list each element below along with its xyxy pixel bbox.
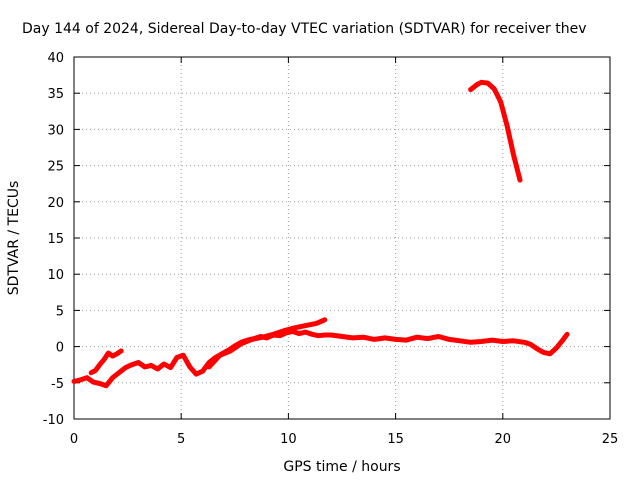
y-tick-label-20: 20 bbox=[47, 196, 64, 211]
x-axis-ticks: 0 5 10 15 20 25 bbox=[70, 57, 618, 447]
x-tick-label-20: 20 bbox=[495, 432, 512, 447]
y-tick-label-15: 15 bbox=[47, 232, 64, 247]
y-tick-label-40: 40 bbox=[47, 51, 64, 66]
x-tick-label-25: 25 bbox=[602, 432, 619, 447]
y-tick-label-10: 10 bbox=[47, 268, 64, 283]
series-line-1 bbox=[71, 328, 570, 389]
y-tick-label-35: 35 bbox=[47, 87, 64, 102]
y-tick-label--5: -5 bbox=[51, 377, 64, 392]
x-tick-label-15: 15 bbox=[387, 432, 404, 447]
y-axis-label: SDTVAR / TECUs bbox=[6, 181, 22, 296]
x-tick-label-5: 5 bbox=[177, 432, 185, 447]
x-tick-label-0: 0 bbox=[70, 432, 78, 447]
series-group bbox=[71, 79, 570, 389]
y-axis-ticks: -10 -5 0 5 10 15 20 25 30 35 40 bbox=[43, 51, 610, 428]
y-tick-label--10: -10 bbox=[43, 413, 64, 428]
x-axis-label: GPS time / hours bbox=[283, 459, 400, 475]
y-tick-label-30: 30 bbox=[47, 123, 64, 138]
series-line-4 bbox=[468, 79, 523, 183]
series-line-3 bbox=[206, 317, 328, 370]
y-tick-label-5: 5 bbox=[56, 304, 64, 319]
x-tick-label-10: 10 bbox=[280, 432, 297, 447]
y-tick-label-0: 0 bbox=[56, 341, 64, 356]
y-tick-label-25: 25 bbox=[47, 160, 64, 175]
chart-title: Day 144 of 2024, Sidereal Day-to-day VTE… bbox=[22, 21, 586, 37]
series-line-2 bbox=[88, 348, 124, 376]
